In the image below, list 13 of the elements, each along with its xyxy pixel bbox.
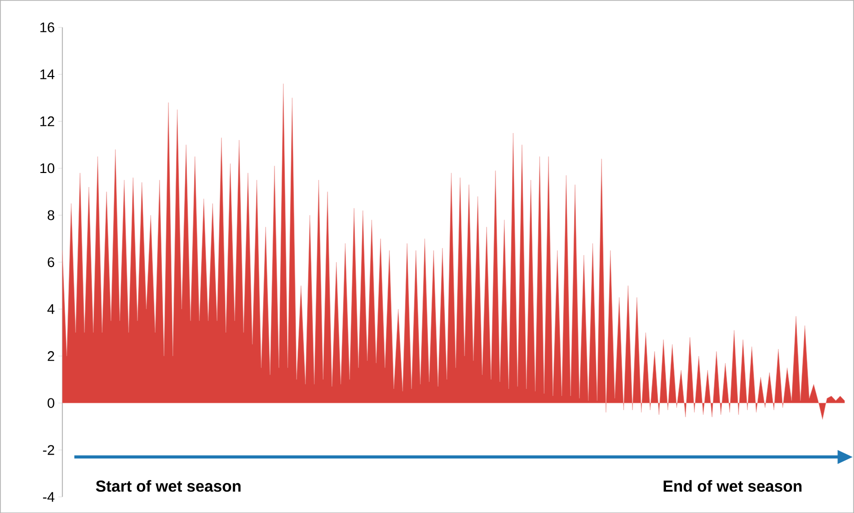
y-tick-label: 2 <box>48 351 54 361</box>
y-tick-label: 10 <box>40 163 54 174</box>
annotation: Start of wet season <box>96 480 241 492</box>
y-tick-label: 4 <box>47 304 54 314</box>
y-tick-label: -4 <box>43 492 54 502</box>
y-tick-label: -2 <box>43 444 54 455</box>
y-tick-label: 12 <box>40 116 54 126</box>
y-tick-label: 14 <box>40 69 54 79</box>
y-tick-label: 0 <box>48 398 54 408</box>
y-tick-label: 8 <box>48 210 54 220</box>
annotation: End of wet season <box>664 480 802 492</box>
y-tick-label: 16 <box>40 22 54 32</box>
y-tick-label: 6 <box>48 257 54 267</box>
